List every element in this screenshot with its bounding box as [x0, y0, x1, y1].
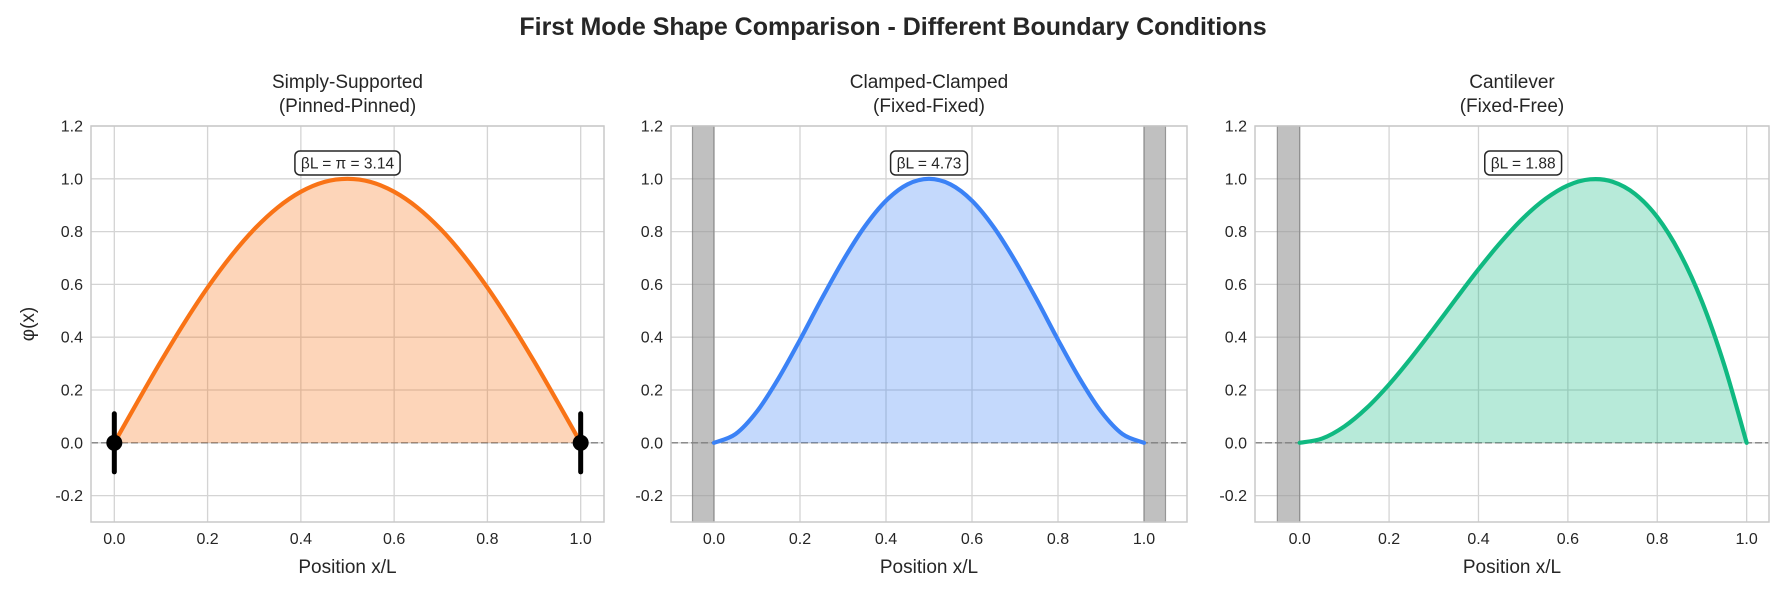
- mode-shape-fill: [114, 178, 581, 443]
- y-tick-label: 0.6: [641, 277, 663, 294]
- x-tick-label: 1.0: [1736, 531, 1758, 548]
- y-tick-label: 0.6: [1225, 277, 1247, 294]
- subplot-3: -0.2 0.0 0.2 0.4 0.6 0.8 1.0 1.2 0.0 0.2 0.4 0.6 0.8…: [1219, 72, 1770, 578]
- axes-frame: [670, 125, 1188, 523]
- pin-support-marker: [572, 434, 589, 451]
- mode-shape-fill: [1299, 179, 1747, 443]
- y-tick-label: 0.4: [1225, 330, 1247, 347]
- x-tick-label: 0.2: [1378, 531, 1400, 548]
- fixed-wall: [1276, 125, 1301, 523]
- plot-area: [91, 126, 604, 522]
- x-tick-label: 0.0: [103, 531, 125, 548]
- annotation-box: [1484, 150, 1563, 176]
- mode-shape-line: [711, 176, 1147, 445]
- plot-area: [671, 126, 1187, 522]
- subplot-2: -0.2 0.0 0.2 0.4 0.6 0.8 1.0 1.2 0.0 0.2 0.4 0.6 0.8…: [635, 72, 1188, 578]
- y-tick-label: 0.2: [1225, 383, 1247, 400]
- pin-support-marker: [106, 434, 123, 451]
- x-tick-label: 0.4: [1467, 531, 1489, 548]
- y-tick-label: 0.0: [641, 435, 663, 452]
- annotation-text: βL = 4.73: [897, 155, 962, 172]
- x-tick-label: 0.6: [383, 531, 405, 548]
- mode-shape-line: [112, 176, 583, 445]
- plot-area: [1255, 126, 1769, 522]
- y-tick-label: 0.4: [641, 330, 663, 347]
- y-tick-label: 0.8: [641, 224, 663, 241]
- fixed-wall: [691, 125, 715, 523]
- y-tick-label: 0.8: [61, 224, 83, 241]
- x-tick-label: 0.8: [476, 531, 498, 548]
- y-tick-label: 1.0: [1225, 171, 1247, 188]
- annotation-text: βL = π = 3.14: [301, 155, 395, 172]
- x-tick-label: 0.2: [789, 531, 811, 548]
- x-tick-label: 0.6: [961, 531, 983, 548]
- mode-shape-fill: [714, 178, 1144, 443]
- x-axis-label: Position x/L: [880, 557, 978, 578]
- y-tick-label: 1.0: [61, 171, 83, 188]
- subplot-title: Simply-Supported: [272, 72, 423, 93]
- y-tick-label: 0.0: [61, 435, 83, 452]
- x-axis-label: Position x/L: [298, 557, 396, 578]
- y-tick-label: 0.8: [1225, 224, 1247, 241]
- y-tick-label: 1.2: [1225, 119, 1247, 136]
- y-tick-label: -0.2: [1219, 488, 1247, 505]
- x-tick-label: 0.0: [1289, 531, 1311, 548]
- x-tick-label: 1.0: [570, 531, 592, 548]
- y-tick-label: 1.2: [61, 119, 83, 136]
- y-tick-label: 0.2: [61, 383, 83, 400]
- subplot-title: Clamped-Clamped: [850, 72, 1008, 93]
- subplot-title: (Pinned-Pinned): [279, 96, 416, 117]
- subplot-1: -0.2 0.0 0.2 0.4 0.6 0.8 1.0 1.2 0.0 0.2 0.4 0.6 0.8…: [18, 72, 605, 578]
- axes-frame: [1254, 125, 1770, 523]
- annotation-box: [889, 150, 969, 176]
- x-tick-label: 0.0: [703, 531, 725, 548]
- x-tick-label: 0.6: [1557, 531, 1579, 548]
- subplot-title: Cantilever: [1469, 72, 1555, 93]
- x-tick-label: 1.0: [1133, 531, 1155, 548]
- x-tick-label: 0.4: [875, 531, 897, 548]
- x-tick-label: 0.8: [1646, 531, 1668, 548]
- subplot-title: (Fixed-Fixed): [873, 96, 985, 117]
- y-tick-label: 0.2: [641, 383, 663, 400]
- annotation-text: βL = 1.88: [1491, 155, 1556, 172]
- annotation-box: [294, 150, 401, 176]
- axes-frame: [90, 125, 605, 523]
- y-tick-label: 0.0: [1225, 435, 1247, 452]
- x-axis-label: Position x/L: [1463, 557, 1561, 578]
- y-tick-label: 1.2: [641, 119, 663, 136]
- figure-title: First Mode Shape Comparison - Different …: [519, 13, 1266, 41]
- y-axis-label: φ(x): [18, 307, 39, 341]
- x-tick-label: 0.8: [1047, 531, 1069, 548]
- x-tick-label: 0.2: [196, 531, 218, 548]
- y-tick-label: -0.2: [55, 488, 83, 505]
- y-tick-label: -0.2: [635, 488, 663, 505]
- x-tick-label: 0.4: [290, 531, 312, 548]
- fixed-wall: [1143, 125, 1167, 523]
- mode-shape-line: [1297, 176, 1749, 445]
- y-tick-label: 0.6: [61, 277, 83, 294]
- y-tick-label: 0.4: [61, 330, 83, 347]
- y-tick-label: 1.0: [641, 171, 663, 188]
- subplot-title: (Fixed-Free): [1460, 96, 1565, 117]
